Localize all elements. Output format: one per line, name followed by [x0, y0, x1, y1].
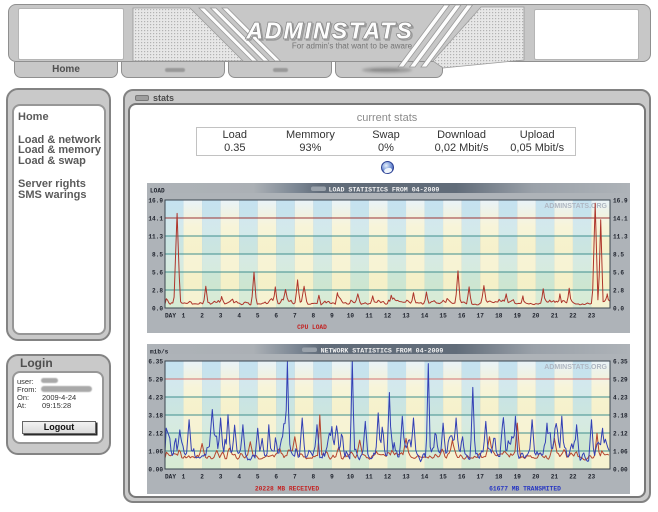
svg-text:5.6: 5.6	[613, 269, 624, 276]
svg-text:17: 17	[477, 474, 485, 481]
svg-text:2: 2	[200, 474, 204, 481]
svg-text:14.1: 14.1	[148, 215, 163, 222]
svg-text:11.3: 11.3	[613, 233, 628, 240]
svg-text:mib/s: mib/s	[150, 349, 169, 356]
svg-text:9: 9	[330, 474, 334, 481]
svg-text:4: 4	[237, 474, 241, 481]
svg-text:ADMINSTATS.ORG: ADMINSTATS.ORG	[544, 203, 607, 210]
svg-text:10: 10	[347, 313, 355, 320]
svg-text:20: 20	[532, 474, 540, 481]
svg-text:19: 19	[514, 313, 522, 320]
svg-text:23: 23	[588, 474, 596, 481]
svg-text:22: 22	[569, 313, 577, 320]
svg-text:15: 15	[439, 474, 447, 481]
svg-text:5.29: 5.29	[148, 376, 163, 383]
svg-text:23: 23	[588, 313, 596, 320]
svg-text:1.06: 1.06	[613, 448, 628, 455]
svg-text:4: 4	[237, 313, 241, 320]
svg-text:2.8: 2.8	[613, 287, 624, 294]
svg-text:5.29: 5.29	[613, 376, 628, 383]
svg-text:6.35: 6.35	[613, 358, 628, 365]
svg-text:8: 8	[311, 313, 315, 320]
svg-text:18: 18	[495, 313, 503, 320]
svg-text:11: 11	[365, 313, 373, 320]
svg-text:ADMINSTATS: ADMINSTATS	[245, 18, 413, 44]
svg-text:13: 13	[402, 313, 410, 320]
svg-text:12: 12	[384, 474, 392, 481]
svg-text:7: 7	[293, 474, 297, 481]
svg-text:61677 MB TRANSMITED: 61677 MB TRANSMITED	[489, 486, 561, 493]
svg-text:For admin's that want to be aw: For admin's that want to be aware	[292, 42, 413, 51]
svg-text:10: 10	[347, 474, 355, 481]
svg-text:4.23: 4.23	[613, 394, 628, 401]
svg-text:NETWORK STATISTICS FROM 04-200: NETWORK STATISTICS FROM 04-2009	[321, 347, 444, 354]
svg-text:8.5: 8.5	[152, 251, 163, 258]
svg-text:14.1: 14.1	[613, 215, 628, 222]
svg-text:13: 13	[402, 474, 410, 481]
svg-text:2.8: 2.8	[152, 287, 163, 294]
svg-text:3.18: 3.18	[613, 412, 628, 419]
svg-text:6: 6	[274, 313, 278, 320]
svg-text:2.12: 2.12	[613, 430, 628, 437]
svg-text:ADMINSTATS: ADMINSTATS	[247, 19, 415, 45]
svg-text:16.9: 16.9	[148, 197, 163, 204]
svg-text:1: 1	[182, 313, 186, 320]
svg-text:21: 21	[551, 313, 559, 320]
svg-text:CPU LOAD: CPU LOAD	[297, 324, 327, 331]
svg-text:14: 14	[421, 313, 429, 320]
svg-text:6.35: 6.35	[148, 358, 163, 365]
svg-text:19: 19	[514, 474, 522, 481]
svg-text:3: 3	[219, 474, 223, 481]
svg-text:14: 14	[421, 474, 429, 481]
svg-text:5: 5	[256, 474, 260, 481]
svg-text:ADMINSTATS.ORG: ADMINSTATS.ORG	[544, 364, 607, 371]
svg-text:0.0: 0.0	[152, 305, 163, 312]
svg-text:6: 6	[274, 474, 278, 481]
svg-text:0.0: 0.0	[613, 305, 624, 312]
svg-text:20228 MB RECEIVED: 20228 MB RECEIVED	[255, 486, 319, 493]
svg-text:2: 2	[200, 313, 204, 320]
svg-text:4.23: 4.23	[148, 394, 163, 401]
svg-text:8: 8	[311, 474, 315, 481]
svg-text:3.18: 3.18	[148, 412, 163, 419]
svg-text:LOAD: LOAD	[150, 188, 165, 195]
svg-text:16: 16	[458, 313, 466, 320]
svg-text:21: 21	[551, 474, 559, 481]
svg-text:DAY: DAY	[165, 474, 176, 481]
svg-text:16.9: 16.9	[613, 197, 628, 204]
svg-text:1: 1	[182, 474, 186, 481]
svg-text:12: 12	[384, 313, 392, 320]
svg-text:7: 7	[293, 313, 297, 320]
svg-text:17: 17	[477, 313, 485, 320]
svg-text:5: 5	[256, 313, 260, 320]
svg-text:11: 11	[365, 474, 373, 481]
svg-text:0.00: 0.00	[148, 466, 163, 473]
svg-text:3: 3	[219, 313, 223, 320]
svg-text:5.6: 5.6	[152, 269, 163, 276]
svg-text:1.06: 1.06	[148, 448, 163, 455]
svg-text:0.00: 0.00	[613, 466, 628, 473]
svg-text:8.5: 8.5	[613, 251, 624, 258]
svg-text:16: 16	[458, 474, 466, 481]
svg-text:11.3: 11.3	[148, 233, 163, 240]
svg-text:22: 22	[569, 474, 577, 481]
svg-text:DAY: DAY	[165, 313, 176, 320]
svg-text:15: 15	[439, 313, 447, 320]
svg-text:LOAD STATISTICS FROM 04-2009: LOAD STATISTICS FROM 04-2009	[329, 186, 440, 193]
svg-text:20: 20	[532, 313, 540, 320]
svg-text:9: 9	[330, 313, 334, 320]
svg-text:18: 18	[495, 474, 503, 481]
svg-text:2.12: 2.12	[148, 430, 163, 437]
